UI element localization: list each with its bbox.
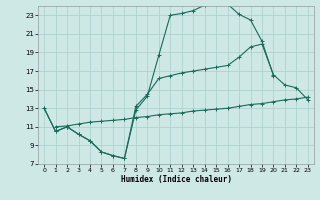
X-axis label: Humidex (Indice chaleur): Humidex (Indice chaleur) — [121, 175, 231, 184]
